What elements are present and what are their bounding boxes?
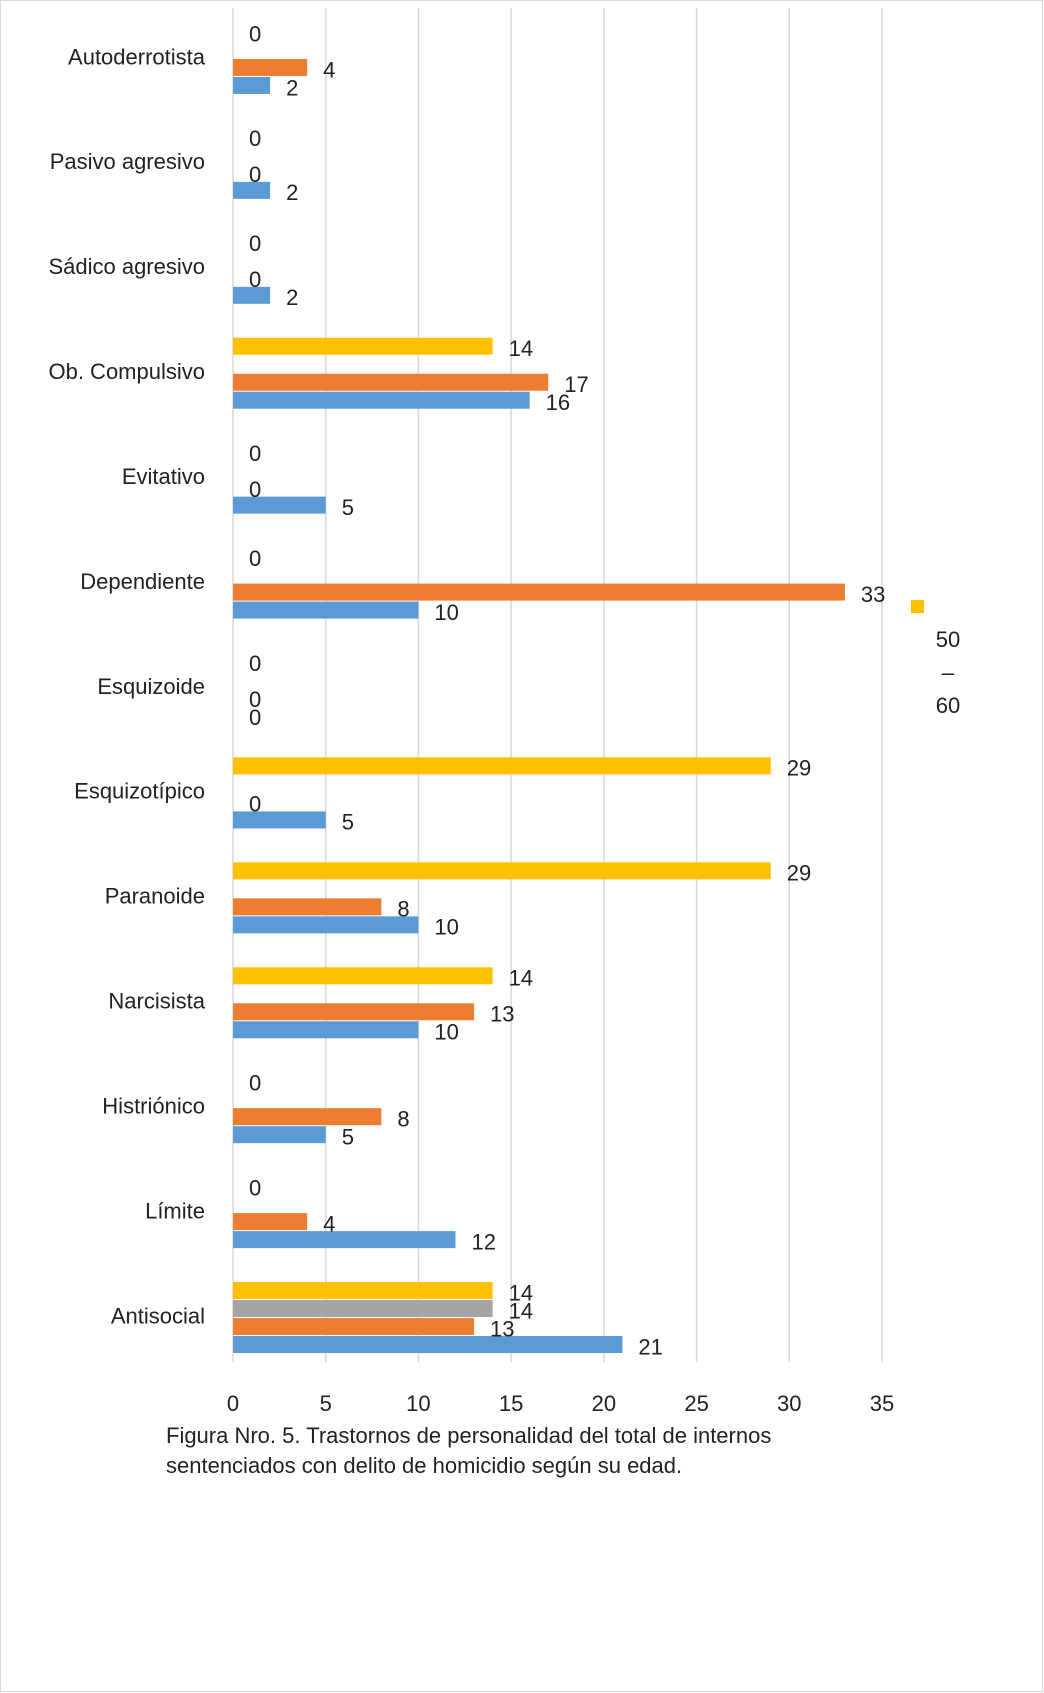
data-label: 17 [564, 372, 588, 397]
bar [233, 916, 419, 934]
y-tick-label: Histriónico [102, 1094, 205, 1119]
data-label: 33 [861, 582, 885, 607]
y-tick-label: Antisocial [111, 1303, 205, 1328]
data-label: 10 [434, 915, 458, 940]
data-label: 0 [249, 21, 261, 46]
y-tick-label: Esquizoide [97, 674, 205, 699]
bar [233, 1336, 623, 1354]
caption-line: sentenciados con delito de homicidio seg… [166, 1453, 682, 1478]
x-tick-label: 20 [592, 1391, 616, 1416]
bar [233, 1021, 419, 1039]
bar [233, 391, 530, 409]
data-label: 5 [342, 1125, 354, 1150]
data-label: 0 [249, 267, 261, 292]
data-label: 14 [509, 336, 533, 361]
bar [233, 811, 326, 829]
data-label: 0 [249, 126, 261, 151]
bar [233, 583, 845, 601]
data-label: 0 [249, 162, 261, 187]
data-label: 13 [490, 1002, 514, 1027]
bar [233, 1213, 308, 1231]
x-tick-label: 30 [777, 1391, 801, 1416]
bar [233, 862, 771, 880]
data-label: 0 [249, 792, 261, 817]
data-label: 29 [787, 756, 811, 781]
data-label: 14 [509, 1280, 533, 1305]
data-label: 21 [638, 1334, 662, 1359]
y-tick-label: Dependiente [80, 569, 205, 594]
data-label: 12 [472, 1229, 496, 1254]
data-label: 0 [249, 477, 261, 502]
bar [233, 898, 382, 916]
bar [233, 1318, 475, 1336]
data-label: 10 [434, 600, 458, 625]
data-label: 16 [546, 390, 570, 415]
y-tick-label: Autoderrotista [68, 44, 206, 69]
bar [233, 1003, 475, 1021]
data-label: 4 [323, 1211, 335, 1236]
data-label: 0 [249, 546, 261, 571]
bar [233, 76, 271, 94]
y-tick-label: Límite [145, 1198, 205, 1223]
data-label: 0 [249, 651, 261, 676]
y-tick-label: Evitativo [122, 464, 205, 489]
data-label: 5 [342, 495, 354, 520]
x-tick-label: 10 [406, 1391, 430, 1416]
data-label: 14 [509, 1298, 533, 1323]
bar [233, 496, 326, 514]
data-label: 0 [249, 441, 261, 466]
bar [233, 967, 493, 985]
data-label: 4 [323, 57, 335, 82]
x-tick-label: 0 [227, 1391, 239, 1416]
bar [233, 1108, 382, 1126]
legend-label: 50–60 [936, 627, 960, 718]
data-label: 29 [787, 861, 811, 886]
y-tick-label: Pasivo agresivo [50, 149, 205, 174]
data-label: 0 [249, 1175, 261, 1200]
bar [233, 373, 549, 391]
data-label: 13 [490, 1316, 514, 1341]
bar [233, 337, 493, 355]
y-tick-label: Sádico agresivo [48, 254, 205, 279]
data-label: 10 [434, 1020, 458, 1045]
x-tick-label: 5 [320, 1391, 332, 1416]
bar [233, 286, 271, 304]
bar [233, 1300, 493, 1318]
legend-swatch [911, 600, 924, 613]
data-label: 5 [342, 810, 354, 835]
bar [233, 181, 271, 199]
x-tick-label: 35 [870, 1391, 894, 1416]
y-tick-label: Esquizotípico [74, 779, 205, 804]
y-tick-label: Paranoide [105, 884, 205, 909]
bar [233, 757, 771, 775]
data-label: 0 [249, 705, 261, 730]
data-label: 2 [286, 285, 298, 310]
bar [233, 1282, 493, 1300]
data-label: 2 [286, 180, 298, 205]
bar [233, 1126, 326, 1144]
data-label: 0 [249, 1071, 261, 1096]
x-tick-label: 25 [684, 1391, 708, 1416]
y-tick-label: Ob. Compulsivo [48, 359, 205, 384]
data-label: 0 [249, 687, 261, 712]
y-tick-label: Narcisista [108, 989, 205, 1014]
bar [233, 58, 308, 76]
x-tick-label: 15 [499, 1391, 523, 1416]
data-label: 8 [397, 897, 409, 922]
bar [233, 601, 419, 619]
caption-line: Figura Nro. 5. Trastornos de personalida… [166, 1423, 771, 1448]
data-label: 14 [509, 966, 533, 991]
bar [233, 1231, 456, 1249]
data-label: 8 [397, 1107, 409, 1132]
data-label: 0 [249, 231, 261, 256]
data-label: 2 [286, 75, 298, 100]
